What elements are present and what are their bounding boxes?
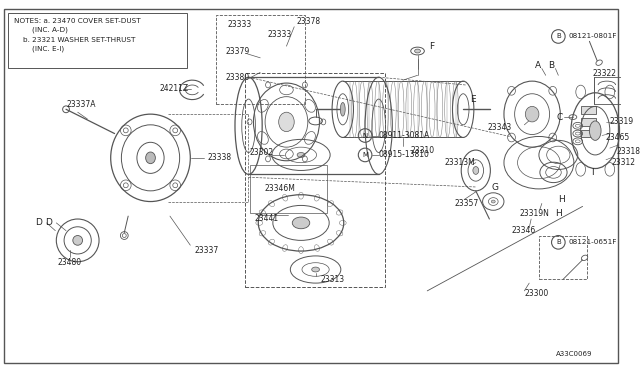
Text: 23310: 23310 — [410, 145, 435, 155]
Text: 23380: 23380 — [225, 73, 250, 82]
Text: (INC. E-I): (INC. E-I) — [32, 46, 64, 52]
Bar — [595, 77, 627, 105]
Text: B: B — [556, 239, 561, 245]
Text: N: N — [362, 132, 368, 138]
Text: 23318: 23318 — [616, 147, 640, 155]
Text: M: M — [362, 152, 368, 158]
Text: D: D — [35, 218, 42, 227]
Text: b. 23321 WASHER SET-THRUST: b. 23321 WASHER SET-THRUST — [23, 37, 136, 44]
Ellipse shape — [146, 152, 156, 164]
Text: 23346M: 23346M — [264, 185, 295, 193]
Text: 23465: 23465 — [606, 133, 630, 142]
Ellipse shape — [73, 235, 83, 245]
Text: 23322: 23322 — [592, 69, 616, 78]
Ellipse shape — [292, 217, 310, 229]
Bar — [580, 106, 596, 114]
Text: C: C — [556, 113, 563, 122]
Text: A33C0069: A33C0069 — [556, 351, 592, 357]
Text: 08121-0801F: 08121-0801F — [568, 33, 616, 39]
Text: 23357: 23357 — [454, 199, 479, 208]
Bar — [250, 165, 327, 213]
Text: 23333: 23333 — [267, 30, 291, 39]
Ellipse shape — [312, 267, 319, 272]
Text: 23302: 23302 — [250, 148, 274, 157]
Bar — [216, 15, 305, 105]
Text: H: H — [558, 195, 564, 204]
Bar — [244, 73, 385, 287]
Text: 08915-13810: 08915-13810 — [379, 150, 429, 160]
Text: 08121-0651F: 08121-0651F — [568, 239, 616, 245]
Text: 23346: 23346 — [512, 226, 536, 235]
Text: 23313M: 23313M — [445, 158, 476, 167]
Text: B: B — [548, 61, 555, 70]
Text: NOTES: a. 23470 COVER SET-DUST: NOTES: a. 23470 COVER SET-DUST — [13, 18, 140, 24]
Text: 23378: 23378 — [296, 17, 320, 26]
Text: 23300: 23300 — [524, 289, 548, 298]
Text: 24211Z: 24211Z — [159, 84, 188, 93]
Text: D: D — [45, 218, 52, 227]
Ellipse shape — [589, 121, 601, 140]
Text: 23480: 23480 — [58, 258, 82, 267]
Text: H: H — [555, 209, 562, 218]
Text: 23313: 23313 — [321, 275, 344, 284]
Text: 23343: 23343 — [488, 123, 512, 132]
Text: I: I — [591, 168, 594, 177]
Text: 23319: 23319 — [610, 118, 634, 126]
Ellipse shape — [278, 112, 294, 132]
Text: G: G — [492, 183, 499, 192]
Text: A: A — [535, 61, 541, 70]
Ellipse shape — [525, 106, 539, 122]
Text: (INC. A-D): (INC. A-D) — [32, 26, 68, 33]
Text: B: B — [556, 33, 561, 39]
Text: 08911-3081A: 08911-3081A — [379, 131, 430, 140]
Ellipse shape — [473, 167, 479, 174]
Ellipse shape — [492, 200, 495, 203]
Bar — [580, 118, 596, 126]
Text: 23338: 23338 — [208, 153, 232, 162]
Bar — [8, 13, 188, 68]
Text: E: E — [470, 95, 476, 104]
Text: 23319N: 23319N — [520, 209, 549, 218]
Bar — [539, 235, 588, 279]
Text: 23337A: 23337A — [66, 100, 95, 109]
Text: 23312: 23312 — [612, 158, 636, 167]
Text: 23441: 23441 — [255, 214, 278, 222]
Text: F: F — [429, 42, 435, 51]
Bar — [580, 130, 596, 137]
Ellipse shape — [340, 103, 345, 116]
Ellipse shape — [415, 49, 420, 53]
Text: 23337: 23337 — [194, 246, 218, 254]
Text: 23379: 23379 — [225, 46, 250, 55]
Ellipse shape — [297, 153, 305, 157]
Text: 23333: 23333 — [227, 20, 252, 29]
